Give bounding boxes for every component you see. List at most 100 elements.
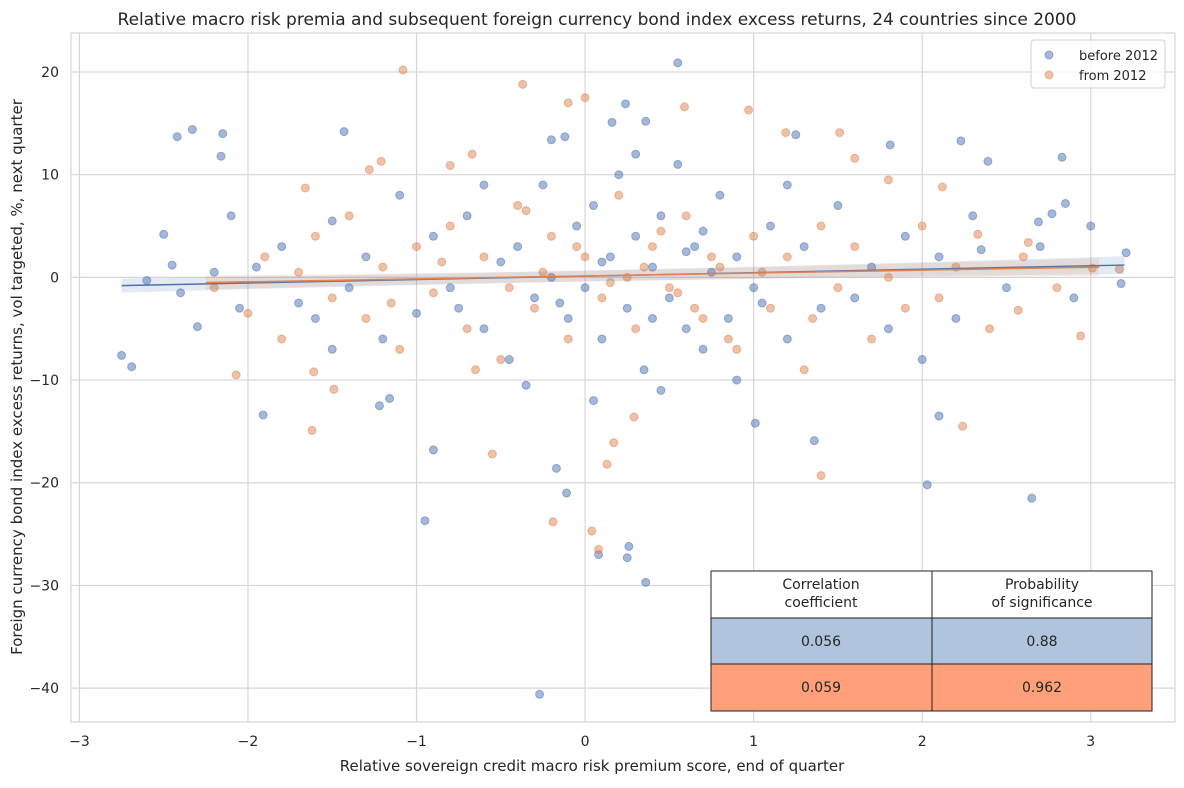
point-before-2012 [976,245,986,255]
legend-marker-from-2012 [1044,70,1054,80]
regression-lines [121,256,1125,293]
point-before-2012 [428,445,438,455]
stats-table: Correlation coefficient Probability of s… [710,570,1153,712]
point-from-2012 [462,324,472,334]
point-before-2012 [1069,293,1079,303]
point-before-2012 [538,180,548,190]
point-before-2012 [885,140,895,150]
point-from-2012 [521,206,531,216]
point-before-2012 [226,211,236,221]
point-before-2012 [535,689,545,699]
point-from-2012 [1018,252,1028,262]
point-from-2012 [681,211,691,221]
point-before-2012 [782,334,792,344]
point-before-2012 [395,190,405,200]
point-before-2012 [127,362,137,372]
point-before-2012 [799,242,809,252]
legend: before 2012 from 2012 [1030,39,1166,89]
point-from-2012 [548,517,558,527]
point-from-2012 [361,313,371,323]
point-before-2012 [496,257,506,267]
point-from-2012 [496,355,506,365]
point-before-2012 [218,129,228,139]
point-from-2012 [765,303,775,313]
y-tick-label: −10 [29,373,59,389]
point-before-2012 [673,58,683,68]
point-from-2012 [428,288,438,298]
point-from-2012 [307,425,317,435]
point-from-2012 [546,231,556,241]
point-before-2012 [504,355,514,365]
point-before-2012 [572,221,582,231]
point-before-2012 [605,252,615,262]
point-from-2012 [744,105,754,115]
point-before-2012 [310,313,320,323]
point-from-2012 [597,293,607,303]
point-before-2012 [732,375,742,385]
point-from-2012 [867,334,877,344]
point-before-2012 [1057,152,1067,162]
point-before-2012 [546,135,556,145]
point-before-2012 [344,283,354,293]
point-before-2012 [809,436,819,446]
point-before-2012 [765,221,775,231]
point-from-2012 [376,156,386,166]
point-before-2012 [589,201,599,211]
point-before-2012 [563,313,573,323]
point-from-2012 [934,293,944,303]
point-from-2012 [715,262,725,272]
point-from-2012 [706,252,716,262]
point-from-2012 [378,262,388,272]
point-from-2012 [917,221,927,231]
x-tick-label: 3 [1086,734,1095,750]
table-cell [710,663,933,712]
point-from-2012 [445,160,455,170]
point-from-2012 [243,308,253,318]
point-from-2012 [231,370,241,380]
point-before-2012 [1001,283,1011,293]
confidence-band-before-2012 [121,256,1125,293]
x-tick-label: −1 [406,734,427,750]
legend-label-from-2012: from 2012 [1079,69,1146,84]
point-before-2012 [922,480,932,490]
point-from-2012 [698,313,708,323]
point-before-2012 [445,283,455,293]
point-before-2012 [715,190,725,200]
point-from-2012 [344,211,354,221]
point-before-2012 [327,344,337,354]
point-from-2012 [732,344,742,354]
point-before-2012 [462,211,472,221]
point-from-2012 [639,262,649,272]
point-from-2012 [656,226,666,236]
point-from-2012 [309,367,319,377]
table-header-probability-line1: Probability [1005,577,1079,593]
point-before-2012 [521,380,531,390]
point-from-2012 [504,283,514,293]
point-before-2012 [555,298,565,308]
legend-marker-before-2012 [1044,50,1054,60]
point-before-2012 [614,170,624,180]
point-from-2012 [1052,283,1062,293]
point-from-2012 [781,128,791,138]
point-before-2012 [251,262,261,272]
point-from-2012 [467,149,477,159]
point-before-2012 [664,293,674,303]
point-from-2012 [260,252,270,262]
point-before-2012 [673,159,683,169]
point-from-2012 [437,257,447,267]
point-from-2012 [1013,305,1023,315]
table-value-correlation-from-2012: 0.059 [801,680,841,696]
point-before-2012 [641,116,651,126]
point-before-2012 [277,242,287,252]
point-before-2012 [479,324,489,334]
point-from-2012 [513,201,523,211]
point-from-2012 [958,421,968,431]
point-before-2012 [1047,209,1057,219]
point-before-2012 [690,242,700,252]
point-before-2012 [791,130,801,140]
point-from-2012 [883,272,893,282]
point-from-2012 [310,231,320,241]
point-before-2012 [580,283,590,293]
point-before-2012 [327,216,337,226]
